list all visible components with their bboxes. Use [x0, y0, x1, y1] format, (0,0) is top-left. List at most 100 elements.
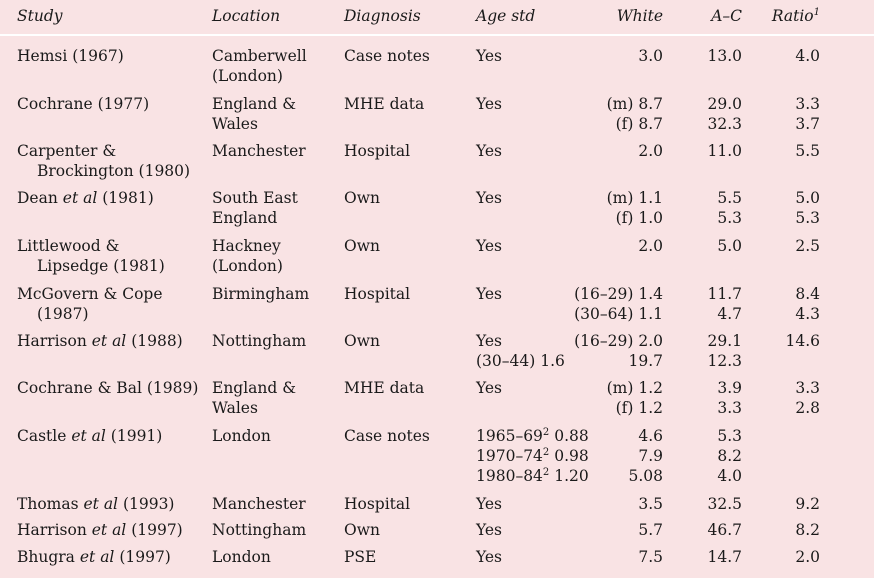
- cell-study: Cochrane & Bal (1989): [17, 379, 199, 397]
- cell-location: England & Wales: [212, 94, 296, 134]
- cell-ac: 13.0: [707, 47, 742, 65]
- white-line: (30–64) 1.1: [574, 305, 663, 323]
- cell-study: Harrison et al (1988): [17, 331, 183, 351]
- location-line: Wales: [212, 115, 258, 133]
- white-line: 4.6: [638, 427, 663, 445]
- ratio-line: 5.3: [795, 209, 820, 227]
- white-line: (16–29) 2.0: [574, 332, 663, 350]
- cell-location: Nottingham: [212, 521, 307, 539]
- ratio-line: 4.3: [795, 305, 820, 323]
- location-line: England: [212, 209, 278, 227]
- age-footnote: 2: [542, 446, 550, 458]
- cell-location: London: [212, 427, 271, 445]
- study-text: Bhugra: [17, 548, 80, 566]
- cell-ac: 5.3 8.2 4.0: [717, 426, 742, 486]
- location-line: England &: [212, 95, 297, 113]
- cell-location: Manchester: [212, 495, 306, 513]
- study-text: Dean: [17, 189, 63, 207]
- location-line: England &: [212, 379, 297, 397]
- cell-ratio: 3.3 2.8: [795, 378, 820, 418]
- location-line: Camberwell: [212, 47, 307, 65]
- cell-ratio: 8.2: [795, 521, 820, 539]
- ratio-line: 3.3: [795, 379, 820, 397]
- study-text: Harrison: [17, 332, 92, 350]
- cell-white: 4.6 7.9 5.08: [628, 426, 663, 486]
- white-line: 7.9: [638, 447, 663, 465]
- ac-line: 3.9: [717, 379, 742, 397]
- cell-location: Hackney (London): [212, 236, 283, 276]
- cell-study: Castle et al (1991): [17, 426, 162, 446]
- location-line: Hackney: [212, 237, 281, 255]
- white-line: (16–29) 1.4: [574, 285, 663, 303]
- study-text: Harrison: [17, 521, 92, 539]
- cell-diagnosis: Own: [344, 189, 380, 207]
- white-line: 19.7: [628, 352, 663, 370]
- cell-white: (16–29) 1.4 (30–64) 1.1: [574, 284, 663, 324]
- cell-white: 2.0: [638, 142, 663, 160]
- age-line: Yes: [476, 332, 503, 350]
- cell-location: Nottingham: [212, 332, 307, 350]
- ratio-line: 3.3: [795, 95, 820, 113]
- cell-white: (16–29) 2.0 19.7: [574, 331, 663, 371]
- cell-white: (m) 1.2 (f) 1.2: [607, 378, 663, 418]
- cell-study: Hemsi (1967): [17, 47, 124, 65]
- cell-ratio: 14.6: [785, 332, 820, 350]
- cell-white: 5.7: [638, 521, 663, 539]
- ratio-line: 8.4: [795, 285, 820, 303]
- age-value: 1.20: [549, 467, 589, 485]
- cell-ratio: 9.2: [795, 495, 820, 513]
- cell-diagnosis: Case notes: [344, 47, 430, 65]
- cell-location: London: [212, 548, 271, 566]
- cell-ac: 11.7 4.7: [707, 284, 742, 324]
- cell-ratio: 5.5: [795, 142, 820, 160]
- cell-study: Thomas et al (1993): [17, 494, 174, 514]
- ac-line: 29.0: [707, 95, 742, 113]
- cell-white: 2.0: [638, 237, 663, 255]
- study-line: Littlewood &: [17, 237, 120, 255]
- cell-study: Dean et al (1981): [17, 188, 154, 208]
- cell-diagnosis: Own: [344, 332, 380, 350]
- study-line: Carpenter &: [17, 142, 117, 160]
- cell-age-std: Yes: [476, 495, 503, 513]
- cell-age-std: Yes: [476, 142, 503, 160]
- cell-diagnosis: MHE data: [344, 379, 425, 397]
- age-line: 1970–742 0.98: [476, 446, 589, 466]
- age-period: 1980–84: [476, 467, 543, 485]
- cell-location: Camberwell (London): [212, 46, 307, 86]
- cell-ratio: 3.3 3.7: [795, 94, 820, 134]
- cell-location: Manchester: [212, 142, 306, 160]
- white-line: (f) 8.7: [615, 115, 663, 133]
- age-value: 0.98: [549, 447, 589, 465]
- cell-ac: 29.1 12.3: [707, 331, 742, 371]
- header-ratio: Ratio1: [772, 6, 820, 26]
- cell-age-std: Yes (30–44) 1.6: [476, 331, 565, 371]
- cell-white: 3.5: [638, 495, 663, 513]
- cell-study: McGovern & Cope (1987): [17, 284, 163, 324]
- ratio-line: 5.0: [795, 189, 820, 207]
- age-line: 1980–842 1.20: [476, 466, 589, 486]
- cell-age-std: Yes: [476, 379, 503, 397]
- age-line: (30–44) 1.6: [476, 352, 565, 370]
- ac-line: 5.5: [717, 189, 742, 207]
- ac-line: 29.1: [707, 332, 742, 350]
- cell-white: (m) 1.1 (f) 1.0: [607, 188, 663, 228]
- cell-study: Bhugra et al (1997): [17, 547, 171, 567]
- cell-study: Carpenter & Brockington (1980): [17, 141, 190, 181]
- cell-age-std: 1965–692 0.88 1970–742 0.98 1980–842 1.2…: [476, 426, 589, 486]
- ac-line: 3.3: [717, 399, 742, 417]
- cell-ac: 11.0: [707, 142, 742, 160]
- header-white: White: [616, 7, 663, 25]
- cell-age-std: Yes: [476, 237, 503, 255]
- cell-white: (m) 8.7 (f) 8.7: [607, 94, 663, 134]
- study-year: (1991): [105, 427, 163, 445]
- cell-age-std: Yes: [476, 189, 503, 207]
- cell-diagnosis: Case notes: [344, 427, 430, 445]
- cell-study: Harrison et al (1997): [17, 520, 183, 540]
- cell-ac: 32.5: [707, 495, 742, 513]
- study-line: Brockington (1980): [37, 162, 191, 180]
- cell-age-std: Yes: [476, 47, 503, 65]
- ac-line: 11.7: [707, 285, 742, 303]
- cell-diagnosis: Own: [344, 237, 380, 255]
- study-et-al: et al: [83, 495, 119, 513]
